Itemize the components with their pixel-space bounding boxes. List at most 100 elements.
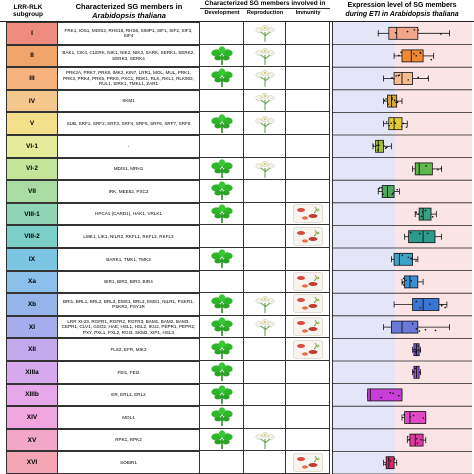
- box-iqr: [385, 456, 395, 470]
- subgroup-label: V: [6, 112, 58, 135]
- seedling-icon: [210, 204, 233, 224]
- data-point: [384, 463, 386, 466]
- data-point: [372, 144, 374, 146]
- subgroup-members: MDIS1, MRH1: [58, 157, 200, 181]
- role-cell-rep: [244, 89, 286, 113]
- role-cell-dev: [200, 135, 244, 158]
- header-expression-line1: Expression level of SG members: [347, 2, 457, 9]
- data-point: [392, 192, 394, 194]
- seedling-icon: [210, 114, 233, 133]
- role-cell-rep: [244, 383, 286, 407]
- subgroup-members: BIR1, BIR2, BIR3, BIR4: [58, 270, 200, 294]
- subgroup-members: SUB, SRF1, SRF2, SRF3, SRF4, SRF5, SRF6,…: [58, 112, 200, 135]
- data-point: [440, 304, 443, 307]
- data-point: [405, 279, 407, 282]
- subgroup-label: XIIIb: [6, 383, 58, 407]
- header-involved: Characterized SG members involved in: [204, 0, 326, 7]
- data-point: [417, 76, 420, 79]
- data-point: [418, 330, 421, 332]
- role-cell-imm: [286, 428, 330, 452]
- data-point: [380, 396, 383, 399]
- role-cell-imm: [286, 180, 330, 203]
- role-cell-dev: [200, 451, 244, 474]
- role-cell-rep: [244, 157, 286, 181]
- subgroup-members: -: [58, 135, 200, 158]
- data-point: [387, 458, 390, 460]
- seedling-icon: [210, 317, 233, 337]
- data-point: [388, 124, 390, 127]
- box-iqr: [391, 320, 419, 334]
- box-iqr: [404, 275, 419, 289]
- box-iqr: [408, 230, 436, 244]
- subgroup-members: BRI1, BRL1, BRL2, BRL3, EMS1, BRL3, EMS1…: [58, 293, 200, 316]
- role-cell-imm: [286, 157, 330, 181]
- data-point: [379, 186, 381, 189]
- data-point: [426, 77, 429, 79]
- role-cell-imm: [286, 451, 330, 474]
- role-cell-dev: [200, 383, 244, 407]
- data-point: [385, 121, 388, 123]
- flower-icon: [255, 25, 274, 43]
- role-cell-rep: [244, 270, 286, 294]
- subgroup-label: XVI: [6, 451, 58, 474]
- subgroup-label: VIII-1: [6, 202, 58, 226]
- data-point: [418, 232, 421, 235]
- data-point: [400, 51, 402, 54]
- role-cell-dev: [200, 225, 244, 248]
- data-point: [414, 348, 417, 351]
- pathogen-icon: [292, 272, 323, 291]
- data-point: [405, 126, 408, 128]
- box-iqr: [388, 26, 419, 40]
- flower-icon: [255, 70, 274, 88]
- data-point: [424, 209, 427, 212]
- data-point: [391, 193, 393, 196]
- box-iqr: [393, 252, 413, 266]
- data-point: [415, 437, 418, 440]
- data-point: [431, 216, 434, 218]
- data-point: [412, 414, 415, 417]
- data-point: [421, 211, 424, 213]
- data-point: [412, 350, 415, 352]
- pathogen-icon: [292, 339, 323, 359]
- role-cell-dev: [200, 248, 244, 271]
- data-point: [417, 213, 420, 215]
- data-point: [420, 438, 422, 441]
- role-cell-imm: [286, 225, 330, 248]
- data-point: [417, 348, 420, 351]
- data-point: [415, 260, 417, 262]
- role-cell-rep: [244, 293, 286, 316]
- role-cell-dev: [200, 315, 244, 339]
- data-point: [407, 256, 410, 259]
- subgroup-label: III: [6, 67, 58, 90]
- data-point: [411, 322, 414, 325]
- header-members-line2: Arabidopsis thaliana: [92, 11, 166, 20]
- data-point: [385, 98, 387, 100]
- data-point: [417, 29, 420, 32]
- data-point: [396, 188, 398, 191]
- header-expression-line2: during ETI in Arabidopsis thaliana: [345, 10, 459, 18]
- data-point: [400, 125, 403, 128]
- role-cell-dev: [200, 157, 244, 181]
- pathogen-icon: [292, 317, 323, 336]
- role-cell-rep: [244, 202, 286, 226]
- subgroup-members: FRK1, IOS1, MDIS2, RHS16, RHS6, SIMP1, S…: [58, 22, 200, 45]
- role-cell-imm: [286, 89, 330, 113]
- data-point: [406, 30, 409, 33]
- data-point: [426, 232, 429, 235]
- subgroup-members: PRK2A, PRK7, PRK8, IMK2, KIN7, LRR1, MOL…: [58, 67, 200, 90]
- subgroup-label: IV: [6, 89, 58, 113]
- role-cell-rep: [244, 315, 286, 339]
- role-cell-rep: [244, 112, 286, 135]
- data-point: [416, 442, 419, 445]
- data-point: [396, 101, 399, 104]
- data-point: [402, 284, 405, 286]
- data-point: [440, 33, 442, 35]
- role-cell-imm: [286, 135, 330, 158]
- data-point: [413, 29, 416, 31]
- subgroup-label: XII: [6, 338, 58, 361]
- data-point: [415, 351, 417, 354]
- role-cell-rep: [244, 406, 286, 429]
- data-point: [402, 122, 405, 125]
- pathogen-icon: [292, 452, 323, 472]
- subgroup-members: FEI1, FEI2: [58, 361, 200, 384]
